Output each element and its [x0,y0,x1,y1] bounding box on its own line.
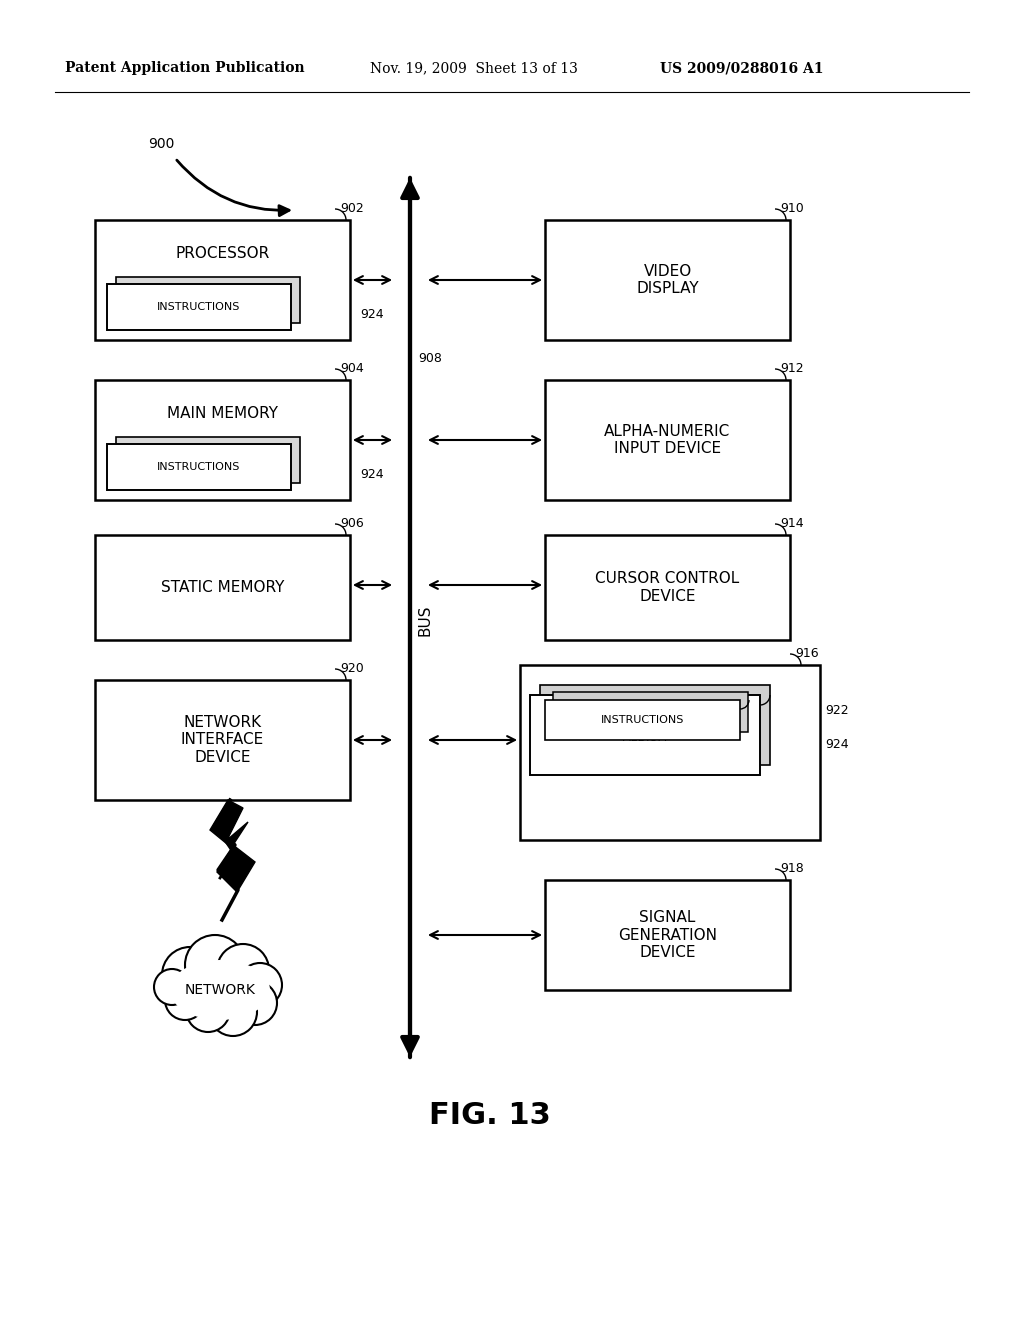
Text: 924: 924 [825,738,849,751]
Polygon shape [210,800,255,892]
Bar [95,535,350,640]
Bar [106,445,291,490]
Text: NETWORK
INTERFACE
DEVICE: NETWORK INTERFACE DEVICE [181,715,264,764]
Text: 918: 918 [780,862,804,875]
Text: FIG. 13: FIG. 13 [429,1101,551,1130]
Text: 916: 916 [795,647,818,660]
Text: US 2009/0288016 A1: US 2009/0288016 A1 [660,61,823,75]
Text: INSTRUCTIONS: INSTRUCTIONS [601,715,684,725]
Bar [545,380,790,500]
Text: 900: 900 [148,137,174,150]
Bar [95,380,350,500]
Bar [520,665,820,840]
Circle shape [162,946,218,1003]
Text: Patent Application Publication: Patent Application Publication [65,61,304,75]
Text: 922: 922 [825,704,849,717]
Text: ALPHA-NUMERIC
INPUT DEVICE: ALPHA-NUMERIC INPUT DEVICE [604,424,731,457]
Bar [545,220,790,341]
Text: 910: 910 [780,202,804,215]
Bar [545,535,790,640]
Bar [116,277,300,323]
Text: 914: 914 [780,517,804,531]
Text: 924: 924 [360,309,384,322]
Text: 912: 912 [780,362,804,375]
Text: INSTRUCTIONS: INSTRUCTIONS [157,462,241,473]
Bar [545,880,790,990]
Circle shape [238,964,282,1007]
Text: 906: 906 [340,517,364,531]
Text: 920: 920 [340,663,364,675]
Circle shape [233,981,278,1026]
Text: STATIC MEMORY: STATIC MEMORY [161,579,285,595]
Text: INSTRUCTIONS: INSTRUCTIONS [157,302,241,313]
Circle shape [165,979,205,1020]
Circle shape [217,944,269,997]
Text: MAIN MEMORY: MAIN MEMORY [167,407,278,421]
Text: 924: 924 [360,469,384,482]
Bar [116,437,300,483]
Bar [530,696,760,775]
Text: 908: 908 [418,351,442,364]
Circle shape [185,935,245,995]
Text: PROCESSOR: PROCESSOR [175,246,269,261]
Ellipse shape [170,960,270,1020]
Text: 904: 904 [340,362,364,375]
Bar [540,685,770,766]
Text: VIDEO
DISPLAY: VIDEO DISPLAY [636,264,698,296]
Bar [106,284,291,330]
Circle shape [186,987,230,1032]
Bar [553,692,748,733]
Text: BUS: BUS [418,605,432,636]
Circle shape [209,987,257,1036]
Text: CURSOR CONTROL
DEVICE: CURSOR CONTROL DEVICE [595,572,739,603]
Text: DRIVE UNIT: DRIVE UNIT [626,685,714,701]
Bar [545,700,740,741]
Text: 902: 902 [340,202,364,215]
Text: SIGNAL
GENERATION
DEVICE: SIGNAL GENERATION DEVICE [618,909,717,960]
Text: NETWORK: NETWORK [184,983,255,997]
Text: Nov. 19, 2009  Sheet 13 of 13: Nov. 19, 2009 Sheet 13 of 13 [370,61,578,75]
Bar [95,680,350,800]
Bar [95,220,350,341]
Text: MACHINE-READABLE
MEDIUM: MACHINE-READABLE MEDIUM [588,719,702,743]
Circle shape [154,969,190,1005]
